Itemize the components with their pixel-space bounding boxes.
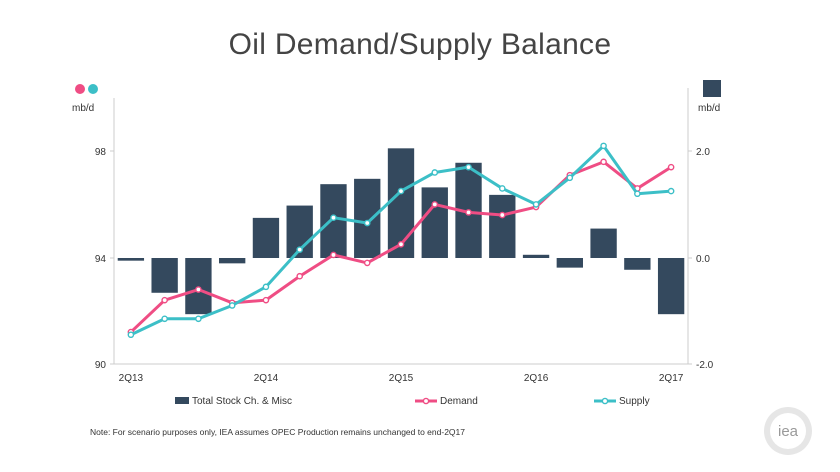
x-tick-label: 2Q17 [659, 373, 684, 384]
supply-point [465, 163, 472, 171]
legend-stock-label: Total Stock Ch. & Misc [192, 396, 292, 407]
left-unit-label: mb/d [72, 103, 94, 114]
demand-point [161, 296, 168, 304]
supply-point [397, 187, 405, 195]
stock-axis-marker [703, 80, 721, 97]
stock-bar [354, 178, 381, 258]
demand-point [262, 296, 270, 304]
legend-demand-marker [422, 397, 430, 405]
x-tick-label: 2Q13 [119, 373, 144, 384]
demand-point [397, 240, 405, 248]
stock-bar [657, 258, 685, 315]
demand-point [600, 158, 607, 166]
supply-point [634, 190, 641, 198]
stock-bar [421, 187, 448, 258]
logo-text: iea [778, 423, 799, 440]
right-tick-label: -2.0 [696, 360, 714, 371]
supply-point [600, 142, 607, 150]
x-tick-label: 2Q16 [524, 373, 549, 384]
demand-point [363, 259, 371, 267]
right-tick-label: 0.0 [696, 254, 710, 265]
demand-point [465, 209, 472, 216]
footnote: Note: For scenario purposes only, IEA as… [90, 427, 465, 437]
supply-point [161, 315, 168, 323]
stock-bar [117, 258, 145, 261]
supply-point [330, 214, 337, 221]
stock-bar [387, 148, 415, 258]
supply-point [262, 283, 270, 291]
left-tick-label: 90 [95, 360, 107, 371]
stock-bar [185, 258, 212, 315]
demand-point [667, 163, 675, 171]
legend-supply-marker [601, 397, 609, 405]
supply-axis-marker [88, 84, 98, 94]
right-tick-label: 2.0 [696, 147, 710, 158]
stock-bar [151, 258, 178, 293]
demand-point [195, 286, 202, 293]
stock-bar [252, 217, 280, 258]
supply-point [667, 187, 675, 195]
stock-bar [590, 228, 617, 258]
supply-point [228, 302, 236, 309]
stock-bar [219, 258, 246, 264]
stock-bar [624, 258, 651, 270]
supply-point [127, 331, 135, 339]
left-tick-label: 98 [95, 147, 107, 158]
demand-point [498, 211, 506, 219]
supply-point [532, 201, 540, 208]
legend-stock-swatch [175, 397, 189, 404]
supply-point [195, 315, 202, 323]
right-unit-label: mb/d [698, 103, 720, 114]
supply-point [363, 219, 371, 227]
supply-point [566, 174, 574, 182]
stock-bar [489, 194, 516, 258]
supply-point [431, 169, 439, 176]
x-tick-label: 2Q14 [254, 373, 279, 384]
supply-point [498, 185, 506, 192]
stock-bar [556, 258, 583, 268]
demand-axis-marker [75, 84, 85, 94]
x-tick-label: 2Q15 [389, 373, 414, 384]
stock-bar [522, 254, 550, 258]
chart-title: Oil Demand/Supply Balance [228, 28, 612, 61]
demand-point [431, 201, 439, 208]
demand-point [330, 251, 337, 259]
stock-bar [320, 184, 347, 258]
legend-supply-label: Supply [619, 396, 650, 407]
supply-point [296, 246, 304, 253]
demand-point [296, 272, 304, 280]
legend-demand-label: Demand [440, 396, 478, 407]
iea-logo: iea [764, 407, 812, 455]
left-tick-label: 94 [95, 254, 107, 265]
